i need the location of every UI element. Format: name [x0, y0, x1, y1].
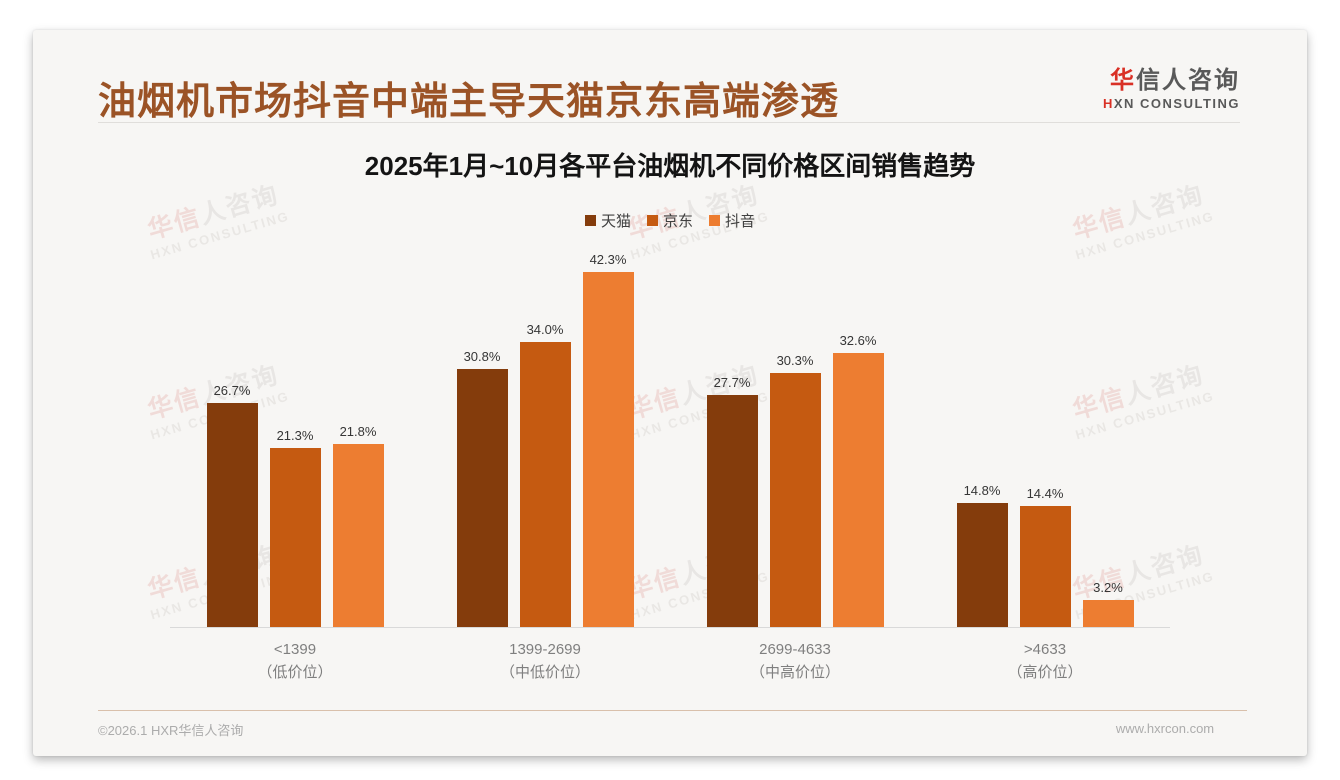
value-label: 21.3% [276, 428, 314, 444]
value-label: 26.7% [213, 382, 251, 398]
category-tier: （中低价位） [499, 664, 590, 682]
value-label: 14.8% [963, 482, 1001, 498]
value-label: 30.3% [776, 352, 814, 368]
category-tier: （低价位） [257, 664, 333, 682]
logo-en-gray-chars: XN CONSULTING [1113, 96, 1240, 111]
value-label: 42.3% [589, 252, 627, 267]
bar-京东: 34.0% [519, 322, 571, 627]
category-range: 2699-4633 [759, 641, 831, 658]
copyright-text: ©2026.1 HXR华信人咨询 [98, 723, 244, 738]
bar-group: 26.7% 21.3% 21.8% [170, 268, 420, 627]
website-url: www.hxrcon.com [1115, 721, 1215, 736]
logo-chinese-name: 华信人咨询 [1103, 60, 1240, 95]
bar-抖音: 21.8% [332, 424, 384, 627]
page-title: 油烟机市场抖音中端主导天猫京东高端渗透 [98, 81, 840, 123]
bar-天猫: 30.8% [456, 349, 508, 627]
value-label: 21.8% [339, 424, 377, 439]
bar-group: 27.7% 30.3% 32.6% [670, 268, 920, 627]
category-label: 2699-4633 （中高价位） [670, 638, 920, 685]
bar-抖音: 3.2% [1082, 580, 1134, 627]
bar-chart-plot: 26.7% 21.3% 21.8% 30.8% 34.0% 42.3% 27.7% 30.3%… [170, 252, 1170, 628]
bar-京东: 21.3% [269, 428, 321, 627]
category-range: >4633 [1023, 641, 1067, 658]
category-range: 1399-2699 [509, 641, 581, 658]
footer-divider [98, 710, 1247, 711]
legend-label: 天猫 [600, 213, 631, 230]
x-axis-labels: <1399 （低价位） 1399-2699 （中低价位） 2699-4633 （中高价位）… [170, 638, 1170, 685]
bar-group: 30.8% 34.0% 42.3% [420, 252, 670, 627]
value-label: 3.2% [1093, 580, 1123, 596]
bar-京东: 14.4% [1019, 486, 1071, 627]
value-label: 34.0% [526, 321, 564, 337]
legend-label: 抖音 [725, 213, 756, 230]
value-label: 14.4% [1026, 486, 1064, 502]
legend-swatch-icon [646, 215, 658, 226]
category-tier: （中高价位） [749, 664, 840, 682]
value-label: 27.7% [713, 374, 751, 390]
category-range: <1399 [273, 641, 317, 658]
header-divider [98, 122, 1240, 123]
chart-title: 2025年1月~10月各平台油烟机不同价格区间销售趋势 [364, 151, 976, 181]
legend-item-天猫: 天猫 [584, 210, 631, 231]
legend-swatch-icon [584, 215, 596, 226]
bar-抖音: 32.6% [832, 333, 884, 627]
value-label: 32.6% [839, 333, 877, 349]
bar-天猫: 14.8% [956, 483, 1008, 627]
company-logo: 华信人咨询 HXN CONSULTING [1103, 60, 1240, 111]
slide-content: 油烟机市场抖音中端主导天猫京东高端渗透 华信人咨询 HXN CONSULTING… [33, 30, 1307, 756]
legend-item-京东: 京东 [646, 210, 693, 231]
value-label: 30.8% [463, 348, 501, 364]
logo-gray-chars: 信人咨询 [1136, 67, 1240, 94]
bar-天猫: 26.7% [206, 383, 258, 627]
bar-天猫: 27.7% [706, 375, 758, 627]
bar-抖音: 42.3% [582, 252, 634, 627]
category-tier: （高价位） [1007, 664, 1083, 682]
legend-item-抖音: 抖音 [709, 210, 755, 231]
logo-en-red-char: H [1102, 96, 1114, 111]
chart-legend: 天猫 京东 抖音 [33, 210, 1307, 231]
logo-english-name: HXN CONSULTING [1103, 96, 1240, 111]
category-label: 1399-2699 （中低价位） [420, 638, 670, 685]
logo-red-char: 华 [1110, 67, 1136, 94]
legend-label: 京东 [662, 213, 693, 230]
category-label: >4633 （高价位） [920, 638, 1170, 685]
legend-swatch-icon [709, 215, 720, 226]
category-label: <1399 （低价位） [170, 638, 420, 685]
bar-group: 14.8% 14.4% 3.2% [920, 268, 1170, 627]
bar-京东: 30.3% [769, 353, 821, 627]
